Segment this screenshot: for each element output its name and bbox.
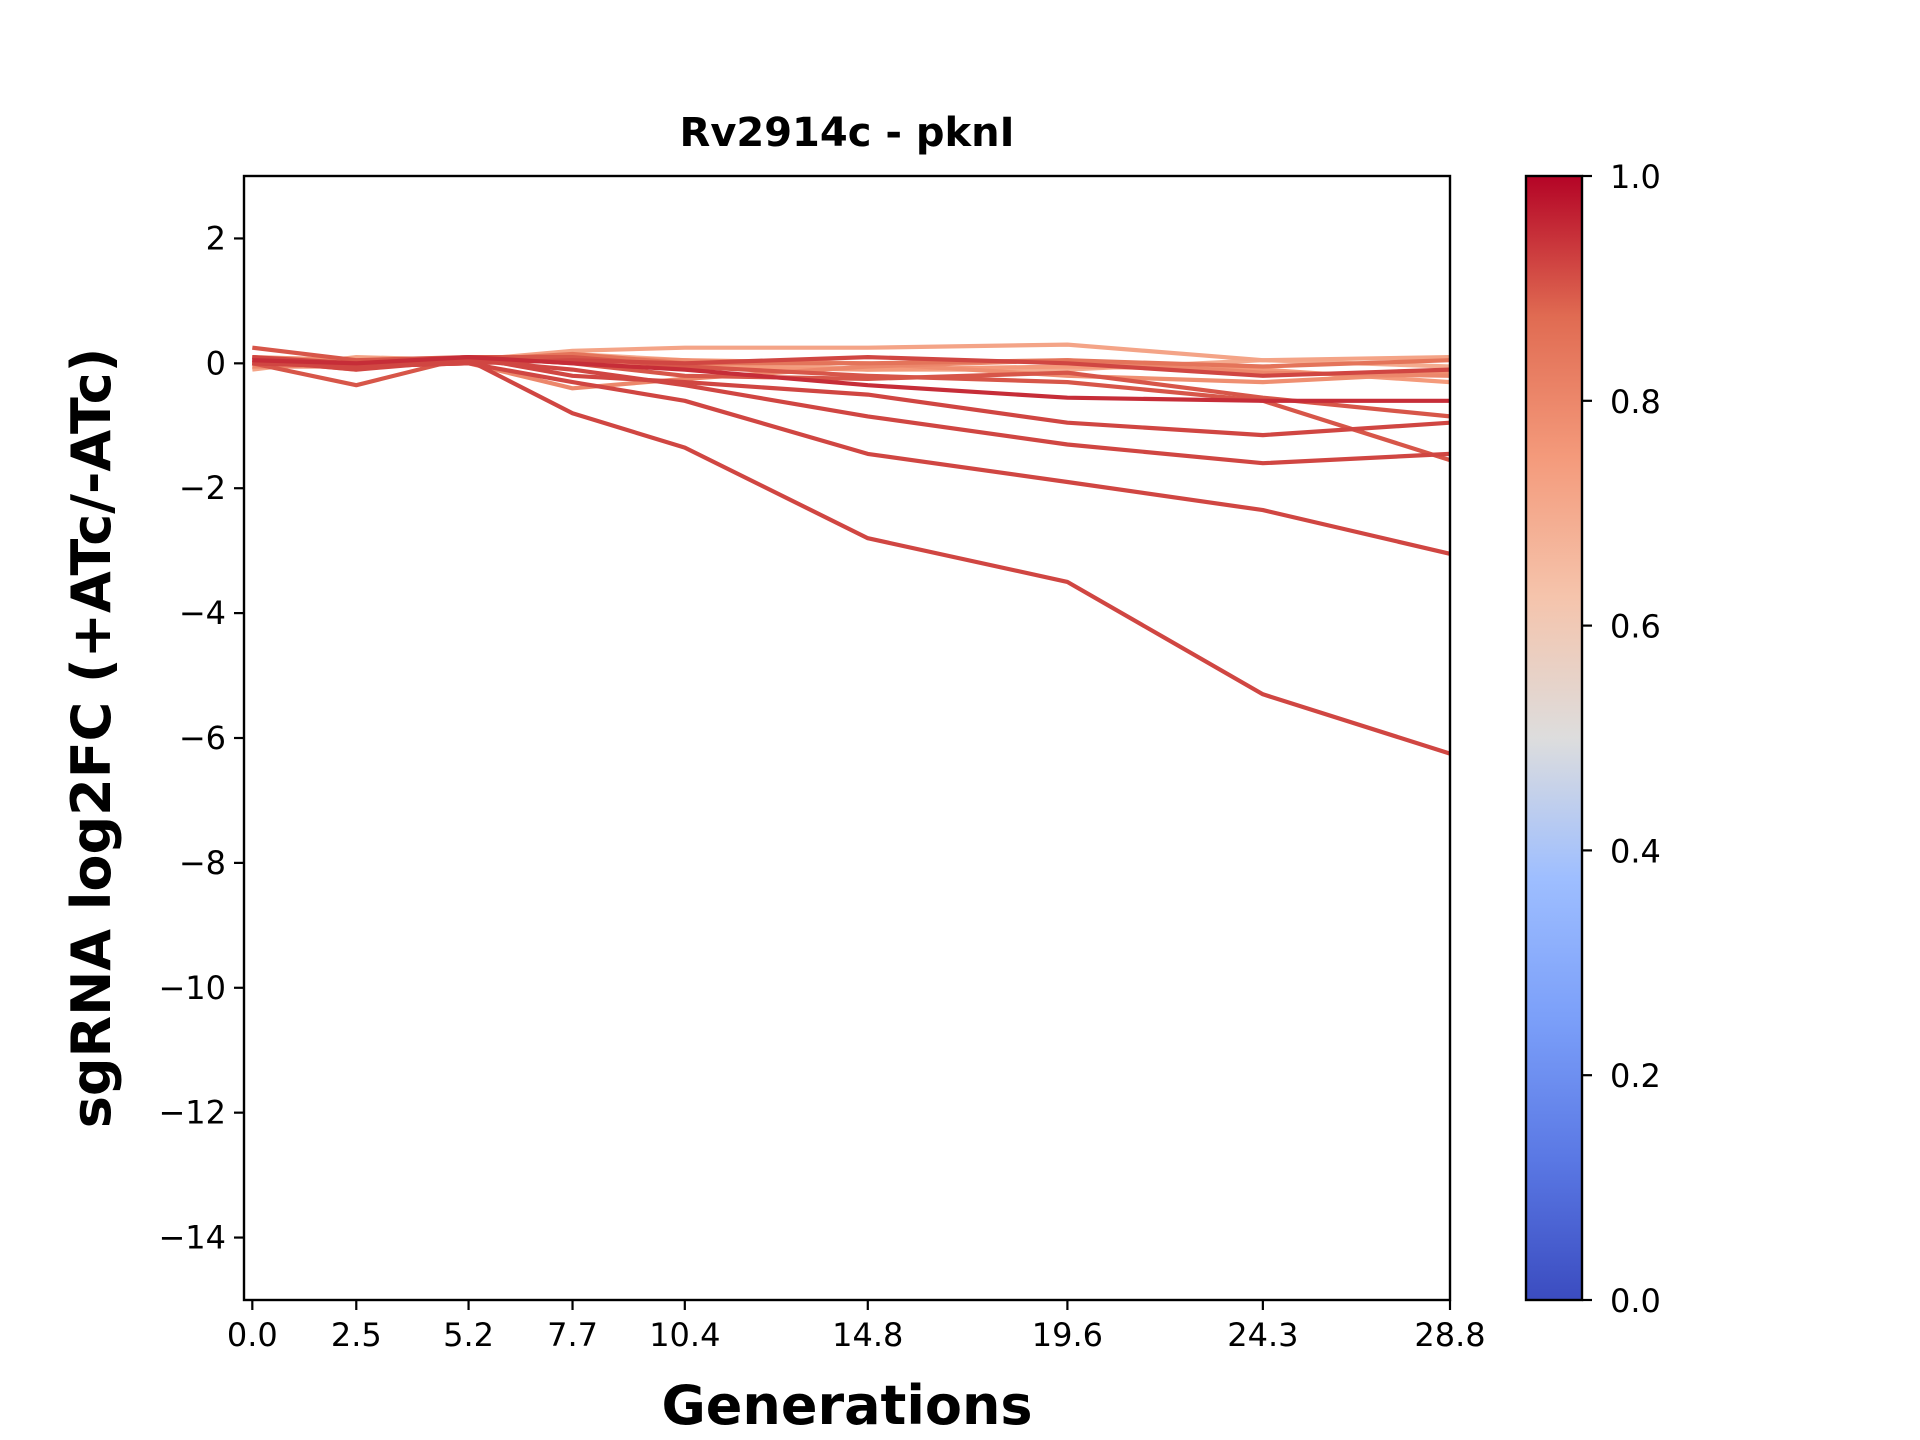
x-tick-label-4: 10.4: [649, 1316, 720, 1354]
x-tick-label-0: 0.0: [227, 1316, 278, 1354]
y-tick-label-4: −6: [179, 719, 226, 757]
colorbar-tick-label-2: 0.4: [1610, 832, 1661, 870]
x-tick-label-6: 19.6: [1032, 1316, 1103, 1354]
x-tick-label-8: 28.8: [1414, 1316, 1485, 1354]
y-tick-label-0: 2: [206, 219, 226, 257]
colorbar-tick-label-1: 0.2: [1610, 1057, 1661, 1095]
x-tick-label-2: 5.2: [443, 1316, 494, 1354]
x-tick-label-5: 14.8: [832, 1316, 903, 1354]
x-axis-label: Generations: [661, 1374, 1032, 1437]
y-axis-label: sgRNA log2FC (+ATc/-ATc): [60, 348, 123, 1129]
colorbar: 0.0 0.2 0.4 0.6 0.8 1.0: [1524, 158, 1661, 1320]
colorbar-tick-label-0: 0.0: [1610, 1282, 1661, 1320]
colorbar-tick-label-3: 0.6: [1610, 608, 1661, 646]
x-axis: 0.0 2.5 5.2 7.7 10.4 14.8 19.6 24.3 28.8: [227, 1300, 1486, 1354]
y-tick-label-8: −14: [158, 1219, 226, 1257]
chart-title: Rv2914c - pknI: [680, 110, 1015, 156]
plot-frame: [242, 174, 1452, 1302]
series-line-5: [252, 355, 1450, 403]
y-tick-label-2: −2: [179, 469, 226, 507]
series-line-1: [252, 358, 1451, 756]
colorbar-tick-label-5: 1.0: [1610, 158, 1661, 196]
y-tick-label-7: −12: [158, 1094, 226, 1132]
x-tick-label-1: 2.5: [331, 1316, 382, 1354]
x-tick-label-7: 24.3: [1227, 1316, 1298, 1354]
series-line-8: [252, 355, 1451, 378]
y-axis: 2 0 −2 −4 −6 −8 −10 −12 −14: [158, 219, 244, 1257]
y-tick-label-1: 0: [206, 344, 226, 382]
colorbar-ticks: 0.0 0.2 0.4 0.6 0.8 1.0: [1582, 158, 1661, 1320]
x-tick-label-3: 7.7: [547, 1316, 598, 1354]
colorbar-gradient: [1524, 174, 1584, 1302]
colorbar-tick-label-4: 0.8: [1610, 383, 1661, 421]
y-tick-label-5: −8: [179, 844, 226, 882]
y-tick-label-6: −10: [158, 969, 226, 1007]
y-tick-label-3: −4: [179, 594, 226, 632]
series-line-7: [251, 355, 1451, 463]
series-layer: [251, 342, 1451, 756]
